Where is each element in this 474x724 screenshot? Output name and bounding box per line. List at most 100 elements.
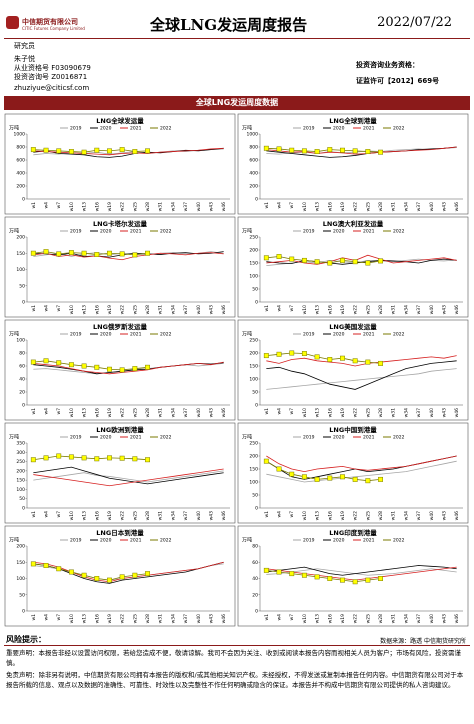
x-tick-label: w34	[170, 408, 176, 418]
series-line	[266, 460, 381, 482]
unit-label: 万吨	[242, 228, 252, 235]
legend-label: 2020	[100, 229, 112, 235]
point-marker	[289, 571, 295, 577]
y-tick-label: 100	[16, 487, 25, 493]
legend-label: 2019	[70, 435, 82, 441]
y-tick-label: 150	[16, 478, 25, 484]
point-marker	[30, 561, 36, 567]
x-tick-label: w34	[170, 305, 176, 315]
x-tick-label: w16	[94, 305, 100, 315]
x-tick-label: w34	[403, 614, 409, 624]
series-line	[33, 360, 148, 371]
y-tick-label: 0	[22, 609, 25, 615]
x-tick-label: w16	[327, 408, 333, 418]
point-marker	[145, 571, 150, 577]
x-tick-label: w34	[403, 305, 409, 315]
y-tick-label: 150	[249, 261, 258, 267]
name: 朱子悦	[14, 55, 35, 63]
point-marker	[301, 351, 307, 356]
x-tick-label: w1	[31, 614, 37, 621]
x-tick-label: w19	[340, 614, 346, 624]
point-marker	[327, 260, 333, 266]
x-tick-label: w13	[82, 305, 88, 315]
x-tick-label: w28	[378, 202, 384, 212]
x-tick-label: w7	[56, 305, 62, 312]
x-tick-label: w19	[107, 614, 113, 624]
x-tick-label: w46	[454, 408, 460, 418]
point-marker	[43, 358, 49, 364]
logo-icon	[6, 16, 19, 29]
y-tick-label: 200	[16, 235, 25, 241]
point-marker	[68, 250, 74, 256]
x-tick-label: w22	[120, 202, 126, 212]
series-line	[33, 561, 224, 583]
series-line	[266, 254, 457, 265]
x-tick-label: w22	[353, 408, 359, 418]
point-marker	[276, 351, 282, 357]
x-tick-label: w40	[429, 408, 435, 418]
point-marker	[119, 367, 125, 373]
y-tick-label: 200	[249, 351, 258, 357]
point-marker	[340, 355, 345, 361]
point-marker	[301, 257, 307, 263]
x-tick-label: w28	[145, 202, 151, 212]
y-tick-label: 150	[16, 251, 25, 257]
disclaimer: 免责声明：除非另有说明，中信期货有限公司拥有本报告的版权和/或其他相关知识产权。…	[6, 671, 464, 689]
permit: 证监许可【2012】669号	[356, 77, 440, 85]
x-tick-label: w37	[183, 202, 189, 212]
point-marker	[94, 252, 100, 258]
series-line	[266, 146, 457, 155]
point-marker	[314, 354, 320, 360]
y-tick-label: 1000	[247, 132, 259, 138]
series-line	[33, 251, 148, 256]
series-line	[266, 460, 457, 483]
point-marker	[43, 455, 49, 461]
x-tick-label: w46	[454, 202, 460, 212]
point-marker	[107, 366, 112, 372]
point-marker	[30, 359, 36, 365]
x-tick-label: w28	[145, 511, 151, 521]
legend-label: 2021	[130, 332, 142, 338]
x-tick-label: w16	[94, 408, 100, 418]
x-tick-label: w13	[315, 305, 321, 315]
y-tick-label: 0	[255, 197, 258, 203]
x-tick-label: w10	[302, 614, 308, 624]
x-tick-label: w7	[289, 511, 295, 518]
point-marker	[132, 149, 138, 155]
chart-title: LNG卡塔尔发运量	[93, 219, 147, 228]
unit-label: 万吨	[9, 331, 19, 338]
x-tick-label: w22	[353, 614, 359, 624]
x-tick-label: w43	[208, 408, 214, 418]
x-tick-label: w28	[378, 511, 384, 521]
x-tick-label: w40	[196, 305, 202, 315]
unit-label: 万吨	[242, 537, 252, 544]
x-tick-label: w10	[69, 202, 75, 212]
x-tick-label: w4	[44, 202, 50, 209]
x-tick-label: w16	[94, 614, 100, 624]
point-marker	[327, 576, 333, 581]
x-tick-label: w16	[94, 202, 100, 212]
point-marker	[263, 567, 269, 573]
point-marker	[145, 457, 150, 463]
series-line	[266, 352, 381, 364]
x-tick-label: w4	[277, 305, 283, 312]
x-tick-label: w7	[289, 305, 295, 312]
advisory-id: 投资咨询号 Z0016871	[14, 73, 88, 81]
legend-label: 2019	[70, 332, 82, 338]
x-tick-label: w7	[56, 202, 62, 209]
x-tick-label: w43	[441, 202, 447, 212]
y-tick-label: 100	[249, 377, 258, 383]
x-tick-label: w43	[208, 511, 214, 521]
chart-frame	[4, 113, 236, 215]
logo-text: 中信期货有限公司	[22, 18, 78, 26]
unit-label: 万吨	[242, 434, 252, 441]
legend-label: 2019	[70, 538, 82, 544]
series-line	[266, 368, 457, 390]
series-line	[33, 361, 224, 375]
x-tick-label: w1	[31, 305, 37, 312]
x-tick-label: w1	[264, 305, 270, 312]
x-tick-label: w16	[327, 305, 333, 315]
y-tick-label: 250	[16, 459, 25, 465]
point-marker	[314, 149, 320, 155]
legend-label: 2019	[303, 229, 315, 235]
